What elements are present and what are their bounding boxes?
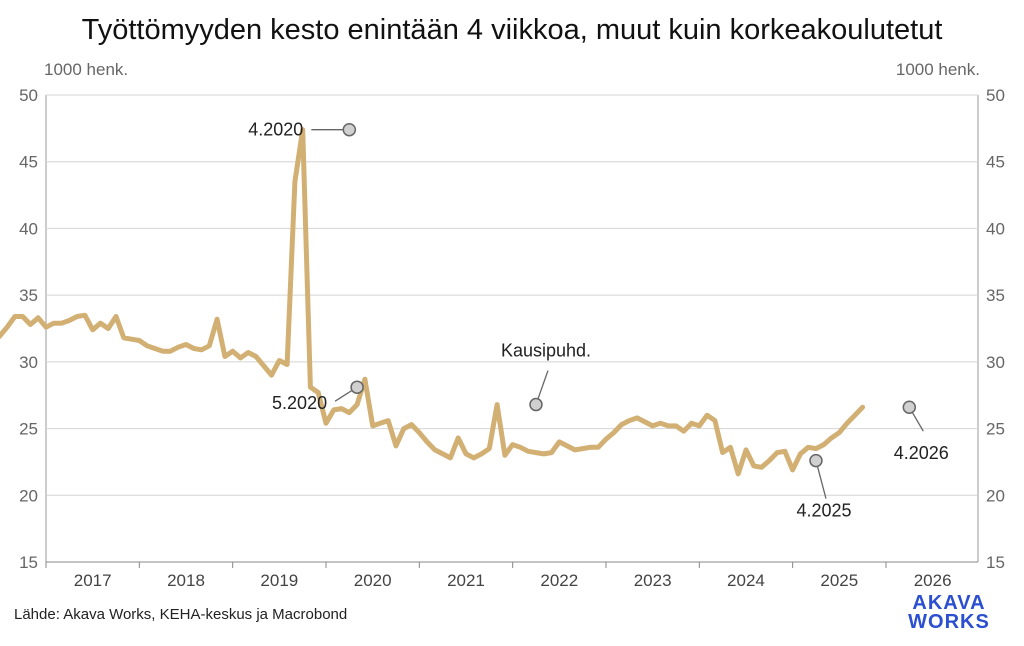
annotation-label: 4.2020 — [248, 120, 303, 140]
annotation-marker — [529, 397, 543, 412]
x-tick-label: 2026 — [914, 571, 952, 590]
right-axis-unit: 1000 henk. — [895, 60, 980, 79]
logo-line-1: AKAVA — [912, 592, 986, 614]
right-axis-ticks: 15 20 25 30 35 40 45 50 — [986, 86, 1005, 572]
x-tick-label: 2025 — [820, 571, 858, 590]
source-note: Lähde: Akava Works, KEHA-keskus ja Macro… — [14, 606, 348, 623]
y-tick-label-right: 15 — [986, 553, 1005, 572]
x-tick-label: 2022 — [540, 571, 578, 590]
series-group — [0, 127, 866, 477]
y-tick-label-left: 25 — [19, 420, 38, 439]
annotation-label: 4.2026 — [894, 443, 949, 463]
annotation-label: 4.2025 — [796, 501, 851, 521]
x-tick-label: 2019 — [260, 571, 298, 590]
annotation-marker — [809, 453, 823, 468]
x-tick-label: 2023 — [634, 571, 672, 590]
y-tick-label-right: 40 — [986, 219, 1005, 238]
x-axis-ticks: 2017 2018 2019 2020 2021 2022 2023 2024 2025 2026 — [45, 562, 952, 590]
akava-works-logo: AKAVA WORKS — [908, 592, 990, 633]
y-tick-label-right: 50 — [986, 86, 1005, 105]
chart-title: Työttömyyden kesto enintään 4 viikkoa, m… — [81, 14, 943, 46]
y-tick-label-left: 45 — [19, 153, 38, 172]
y-tick-label-right: 35 — [986, 286, 1005, 305]
left-axis-unit: 1000 henk. — [44, 60, 129, 79]
x-tick-label: 2021 — [447, 571, 485, 590]
gridlines — [45, 94, 979, 563]
y-tick-label-right: 25 — [986, 420, 1005, 439]
annotation: Kausipuhd. — [501, 341, 591, 412]
logo-line-2: WORKS — [908, 611, 990, 633]
x-tick-label: 2018 — [167, 571, 205, 590]
annotation: 4.2020 — [248, 120, 357, 140]
x-tick-label: 2024 — [727, 571, 765, 590]
y-tick-label-left: 35 — [19, 286, 38, 305]
annotation: 4.2026 — [894, 400, 949, 463]
annotation-label: 5.2020 — [272, 393, 327, 413]
x-tick-label: 2017 — [74, 571, 112, 590]
annotation: 4.2025 — [796, 453, 852, 521]
annotation-marker — [342, 122, 357, 137]
y-tick-label-left: 20 — [19, 486, 38, 505]
series-line — [0, 127, 866, 477]
left-axis-ticks: 15 20 25 30 35 40 45 50 — [19, 86, 38, 572]
annotation-label: Kausipuhd. — [501, 341, 591, 361]
y-tick-label-right: 45 — [986, 153, 1005, 172]
annotation-marker — [350, 380, 364, 394]
y-tick-label-left: 15 — [19, 553, 38, 572]
y-tick-label-left: 50 — [19, 86, 38, 105]
annotations: 4.2020 5.2020 Kausipuhd. 4.2025 4.2026 — [248, 120, 949, 521]
annotation: 5.2020 — [272, 380, 364, 413]
y-tick-label-right: 20 — [986, 486, 1005, 505]
x-tick-label: 2020 — [354, 571, 392, 590]
y-tick-label-right: 30 — [986, 353, 1005, 372]
annotation-marker — [902, 400, 917, 414]
y-tick-label-left: 30 — [19, 353, 38, 372]
y-tick-label-left: 40 — [19, 219, 38, 238]
